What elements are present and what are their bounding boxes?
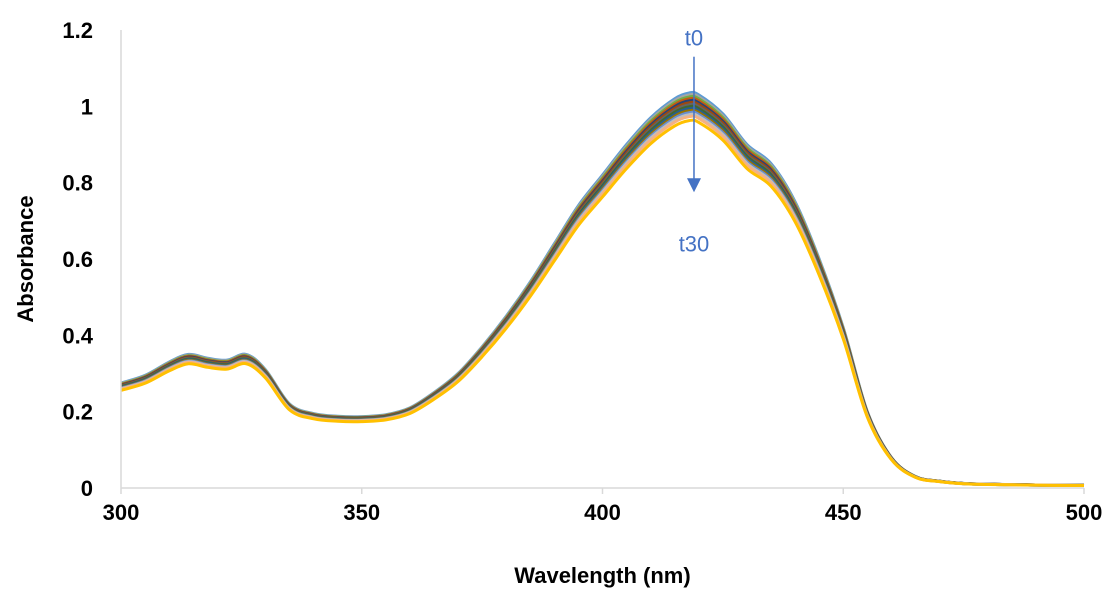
spectrum-line-2 <box>120 94 1085 487</box>
y-tick-label: 0.8 <box>62 171 93 196</box>
y-axis-title: Absorbance <box>13 195 38 322</box>
x-tick-label: 450 <box>825 500 862 525</box>
annotation-label: t30 <box>679 232 710 257</box>
spectrum-line-12 <box>120 114 1085 487</box>
x-tick-label: 350 <box>343 500 380 525</box>
y-tick-label: 0.2 <box>62 400 93 425</box>
y-tick-label: 1 <box>81 94 93 119</box>
spectrum-line-13 <box>120 118 1085 488</box>
spectrum-line-3 <box>120 96 1085 487</box>
y-tick-labels: 0 0.2 0.4 0.6 0.8 1 1.2 <box>62 18 93 501</box>
arrow-head <box>686 178 701 193</box>
y-tick-label: 0 <box>81 476 93 501</box>
y-tick-label: 0.6 <box>62 247 93 272</box>
y-tick-label: 0.4 <box>62 323 93 348</box>
spectrum-line-9 <box>120 108 1085 487</box>
x-axis-title: Wavelength (nm) <box>514 563 690 588</box>
spectrum-line-5 <box>120 100 1085 487</box>
y-tick-label: 1.2 <box>62 18 93 43</box>
x-tick-labels: 300 350 400 450 500 <box>103 488 1103 525</box>
spectrum-line-0 <box>120 90 1085 487</box>
spectrum-line-6 <box>120 102 1085 487</box>
spectrum-line-11 <box>120 112 1085 487</box>
spectrum-line-10 <box>120 110 1085 487</box>
x-tick-label: 400 <box>584 500 621 525</box>
spectra-lines <box>120 90 1085 488</box>
spectrum-line-1 <box>120 92 1085 487</box>
spectrum-line-4 <box>120 98 1085 487</box>
x-tick-label: 300 <box>103 500 140 525</box>
annotation-label: t0 <box>685 26 703 51</box>
x-tick-label: 500 <box>1066 500 1103 525</box>
spectrum-line-8 <box>120 106 1085 487</box>
annotations: t0 t30 <box>679 26 710 257</box>
spectrum-line-7 <box>120 104 1085 487</box>
